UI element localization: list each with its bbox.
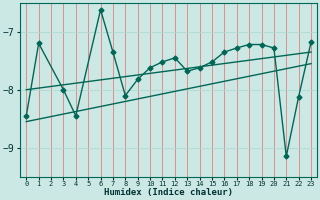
- X-axis label: Humidex (Indice chaleur): Humidex (Indice chaleur): [104, 188, 233, 197]
